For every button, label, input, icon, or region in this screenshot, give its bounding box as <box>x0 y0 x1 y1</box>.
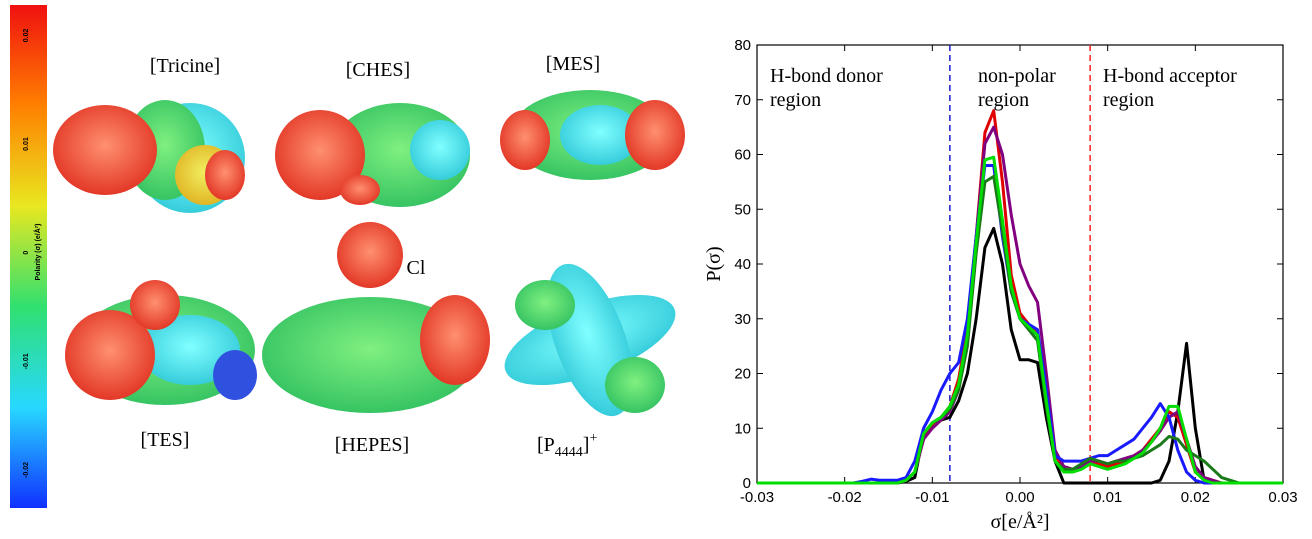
y-tick-label: 60 <box>734 147 751 164</box>
x-tick-label: 0.01 <box>1093 489 1122 506</box>
region-label: region <box>770 89 821 111</box>
y-tick-label: 20 <box>734 366 751 383</box>
colorbar-tick-label: 0.02 <box>23 29 30 43</box>
colorbar-label: Polarity (σ) (e/Å²) <box>33 224 42 281</box>
colorbar-tick-label: -0.02 <box>23 462 30 478</box>
y-tick-label: 50 <box>734 201 751 218</box>
x-tick-label: 0.00 <box>1005 489 1034 506</box>
y-tick-label: 10 <box>734 420 751 437</box>
series-line <box>757 165 1283 483</box>
molecule-label: [HEPES] <box>335 434 409 456</box>
region-label: H-bond donor <box>770 65 883 87</box>
molecule-label: [TES] <box>141 429 190 451</box>
ches-surface <box>275 103 470 207</box>
molecule-label: [CHES] <box>346 59 410 81</box>
series-line <box>757 176 1283 483</box>
molecule-surfaces <box>53 90 687 427</box>
x-tick-label: -0.01 <box>915 489 949 506</box>
series-line <box>757 127 1283 483</box>
region-label: region <box>978 89 1029 111</box>
series-line <box>757 157 1283 483</box>
figure: [Tricine] [CHES] [MES] Cl [TES] [HEPES] … <box>0 0 1312 539</box>
p4444-surface <box>493 253 686 427</box>
molecule-label: [Tricine] <box>150 55 220 77</box>
colorbar-tick-label: -0.01 <box>23 353 30 369</box>
molecule-label: Cl <box>407 257 426 279</box>
x-tick-label: 0.03 <box>1268 489 1297 506</box>
colorbar-tick-label: 0 <box>23 251 30 255</box>
colorbar-tick-label: 0.01 <box>23 137 30 151</box>
region-label: non-polar <box>978 65 1056 87</box>
x-tick-label: -0.02 <box>828 489 862 506</box>
hepes-surface <box>262 295 490 413</box>
y-tick-label: 30 <box>734 311 751 328</box>
region-label: region <box>1103 89 1154 111</box>
x-axis-label: σ[e/Å²] <box>991 511 1050 533</box>
tes-surface <box>65 280 257 405</box>
x-tick-label: 0.02 <box>1181 489 1210 506</box>
region-label: H-bond acceptor <box>1103 65 1237 87</box>
molecule-label: [MES] <box>546 53 600 75</box>
series-line <box>757 111 1283 483</box>
x-tick-label: -0.03 <box>740 489 774 506</box>
mes-surface <box>500 90 685 180</box>
y-tick-label: 70 <box>734 92 751 109</box>
cl-surface <box>337 222 403 288</box>
tricine-surface <box>53 100 245 213</box>
molecule-label: [P4444]+ <box>537 431 597 460</box>
y-tick-label: 80 <box>734 37 751 54</box>
y-tick-label: 40 <box>734 256 751 273</box>
y-axis-label: P(σ) <box>703 246 725 281</box>
